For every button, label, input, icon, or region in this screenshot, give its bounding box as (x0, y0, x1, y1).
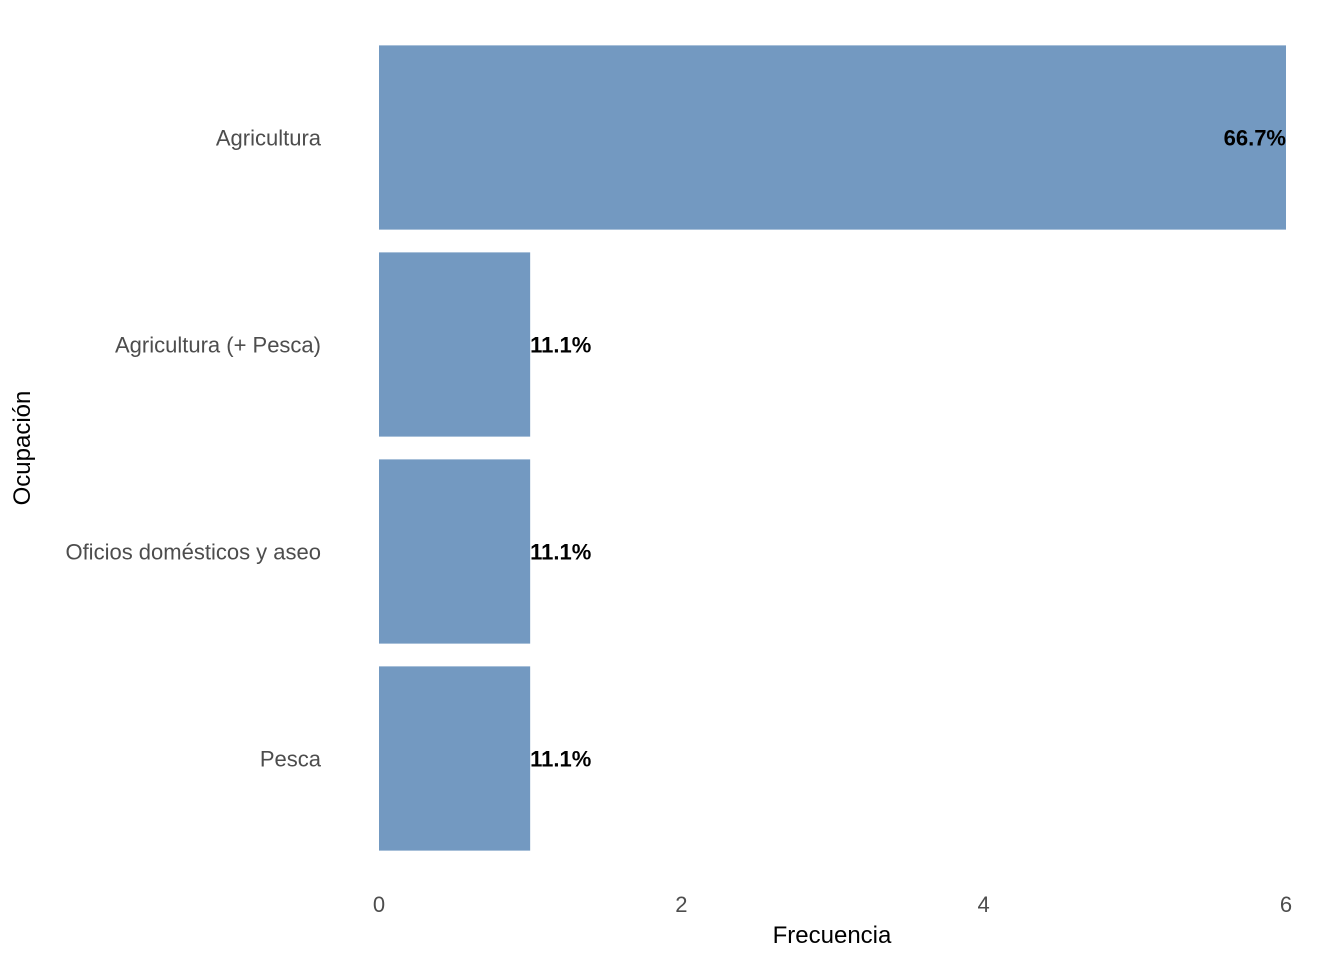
category-label: Agricultura (+ Pesca) (115, 333, 321, 358)
bars-group (379, 45, 1286, 851)
data-label: 11.1% (530, 333, 591, 358)
x-tick-label: 2 (675, 892, 687, 917)
y-axis-title: Ocupación (9, 391, 36, 506)
category-label: Pesca (260, 747, 322, 772)
data-label: 11.1% (530, 540, 591, 565)
data-labels-group: 66.7% 11.1% 11.1% 11.1% (530, 126, 1286, 772)
category-label: Oficios domésticos y aseo (65, 540, 321, 565)
x-tick-label: 4 (978, 892, 990, 917)
x-tick-label: 0 (373, 892, 385, 917)
x-tick-label: 6 (1280, 892, 1292, 917)
data-label: 11.1% (530, 747, 591, 772)
x-tick-labels-group: 0 2 4 6 (373, 892, 1292, 917)
category-labels-group: Agricultura Agricultura (+ Pesca) Oficios … (65, 126, 321, 772)
bar (379, 45, 1286, 230)
data-label: 66.7% (1224, 126, 1286, 151)
bar (379, 252, 531, 437)
bar (379, 666, 531, 851)
x-axis-title: Frecuencia (773, 922, 892, 949)
bar (379, 459, 531, 644)
category-label: Agricultura (216, 126, 322, 151)
